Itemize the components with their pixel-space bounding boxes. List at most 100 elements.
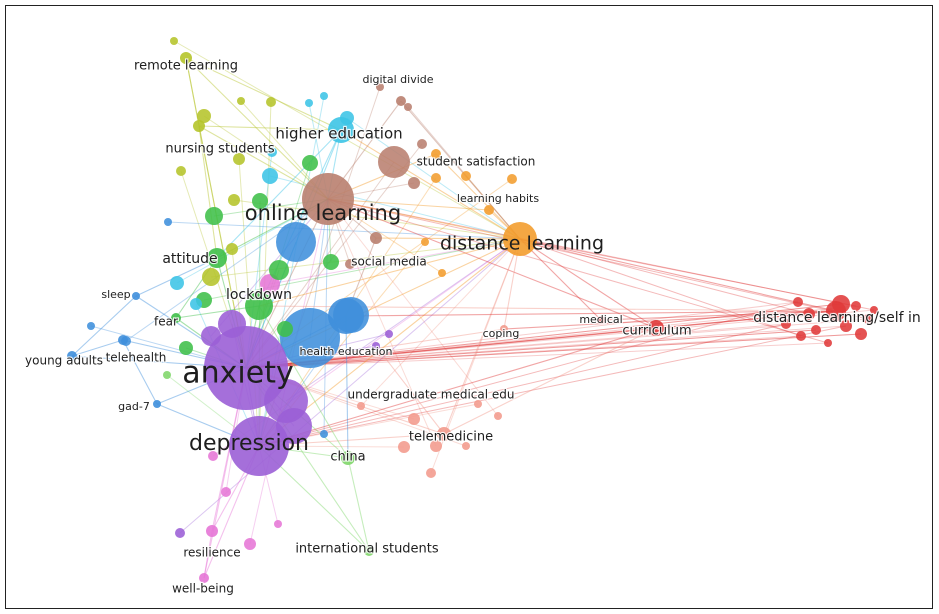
node-label-online-learning: online learning: [245, 201, 401, 225]
network-node-minor: [376, 83, 384, 91]
network-edge: [360, 238, 521, 407]
network-edge: [216, 129, 342, 259]
node-label-international-students: international students: [295, 542, 439, 557]
network-edge: [443, 238, 521, 435]
network-node-health-education[interactable]: [328, 298, 364, 334]
network-edge: [519, 238, 802, 337]
network-node-international-students[interactable]: [364, 546, 374, 556]
network-edge: [245, 333, 862, 369]
network-node-lockdown[interactable]: [245, 292, 273, 320]
network-node-distance-learning[interactable]: [503, 222, 537, 256]
network-node-higher-education[interactable]: [328, 117, 354, 143]
network-node-minor: [462, 442, 470, 450]
network-edge: [245, 333, 862, 369]
network-edge: [175, 257, 218, 319]
network-node-medical[interactable]: [597, 316, 605, 324]
network-node-student-satisfaction[interactable]: [431, 149, 441, 159]
network-node-learning-habits[interactable]: [484, 205, 494, 215]
network-node-minor: [320, 430, 328, 438]
network-edge: [245, 342, 829, 369]
network-node-curriculum[interactable]: [648, 320, 664, 336]
network-edge: [327, 198, 869, 320]
network-node-minor: [87, 322, 95, 330]
network-edge: [345, 315, 349, 459]
network-edge: [327, 198, 657, 329]
network-edge: [245, 303, 842, 369]
network-node-sleep[interactable]: [132, 292, 140, 300]
network-edge: [245, 161, 395, 369]
network-node-minor: [276, 222, 316, 262]
network-edge: [519, 238, 857, 307]
node-label-digital-divide: digital divide: [362, 73, 433, 86]
network-node-minor: [408, 177, 420, 189]
network-node-resilience[interactable]: [206, 525, 218, 537]
network-edge: [519, 238, 810, 315]
network-edge: [435, 153, 521, 240]
network-node-coping[interactable]: [500, 325, 508, 333]
node-label-remote-learning: remote learning: [134, 59, 238, 74]
node-label-distance-learning-self: distance learning/self in: [753, 310, 921, 326]
network-node-minor: [266, 97, 276, 107]
network-edge: [600, 310, 837, 321]
network-edge: [198, 125, 342, 131]
network-node-digital-divide[interactable]: [396, 96, 406, 106]
network-node-minor: [426, 468, 436, 478]
network-node-minor: [190, 298, 202, 310]
network-node-young-adults[interactable]: [67, 351, 77, 361]
network-node-gad-7[interactable]: [153, 400, 161, 408]
network-map-frame: anxiety depression online learning distance…: [5, 5, 933, 609]
network-node-fear[interactable]: [171, 313, 181, 323]
network-edge: [327, 198, 490, 211]
network-node-telehealth[interactable]: [118, 335, 128, 345]
network-edge: [443, 327, 657, 435]
network-edge: [375, 237, 521, 240]
network-node-minor: [164, 218, 172, 226]
network-node-minor: [417, 139, 427, 149]
network-edge: [340, 129, 521, 240]
node-label-undergraduate: undergraduate medical edu: [347, 388, 514, 402]
network-node-minor: [323, 254, 339, 270]
node-label-fear: fear: [154, 315, 178, 329]
network-node-minor: [796, 331, 806, 341]
network-node-minor: [175, 528, 185, 538]
network-node-minor: [494, 412, 502, 420]
node-label-gad-7: gad-7: [118, 400, 150, 413]
network-node-nursing-students[interactable]: [193, 120, 205, 132]
node-label-lockdown: lockdown: [226, 287, 292, 303]
network-node-telemedicine[interactable]: [437, 427, 451, 441]
network-node-remote-learning[interactable]: [180, 52, 192, 64]
network-node-well-being[interactable]: [199, 573, 209, 583]
node-label-well-being: well-being: [172, 582, 234, 596]
network-edge: [167, 221, 521, 240]
network-edge: [519, 238, 602, 321]
node-label-health-education: health education: [300, 345, 393, 358]
network-node-minor: [233, 153, 245, 165]
node-label-nursing-students: nursing students: [165, 142, 275, 157]
network-edge: [203, 530, 213, 579]
network-edge: [519, 238, 657, 329]
network-node-online-learning[interactable]: [302, 173, 354, 225]
network-edge: [327, 198, 437, 447]
network-node-minor: [461, 171, 471, 181]
network-edge: [269, 238, 521, 285]
network-edge: [503, 310, 837, 330]
network-node-china[interactable]: [341, 451, 355, 465]
network-edge: [176, 198, 329, 284]
network-edge: [258, 305, 349, 459]
network-node-depression[interactable]: [229, 416, 289, 476]
network-node-distance-learning-self[interactable]: [826, 301, 846, 321]
network-node-undergraduate[interactable]: [372, 342, 380, 350]
network-node-social-media[interactable]: [370, 232, 382, 244]
network-node-minor: [870, 306, 878, 314]
network-edge: [210, 238, 521, 278]
network-node-minor: [244, 538, 256, 550]
network-node-anxiety[interactable]: [204, 326, 288, 410]
network-node-minor: [269, 260, 289, 280]
network-edge: [519, 238, 837, 312]
network-node-minor: [228, 194, 240, 206]
network-edge: [258, 433, 445, 447]
network-node-attitude[interactable]: [207, 248, 227, 268]
network-node-minor: [252, 193, 268, 209]
network-node-minor: [302, 155, 318, 171]
network-node-minor: [781, 319, 791, 329]
